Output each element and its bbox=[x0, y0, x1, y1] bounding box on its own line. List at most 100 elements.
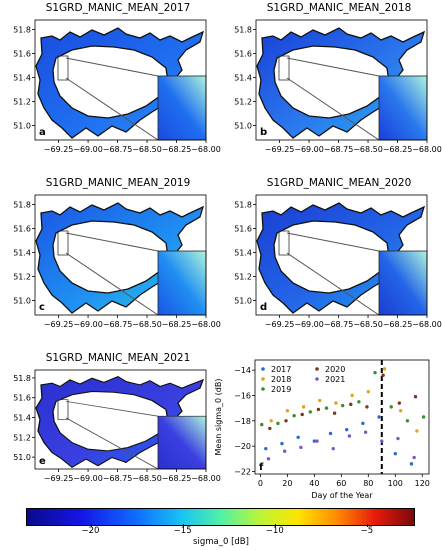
panel-title: S1GRD_MANIC_MEAN_2021 bbox=[45, 352, 191, 364]
inset-connector bbox=[65, 417, 159, 470]
data-point-2019 bbox=[276, 421, 280, 426]
axes-frame bbox=[34, 369, 207, 470]
map-panel-2017: S1GRD_MANIC_MEAN_2017 −69.25 −69.00 −68.75… bbox=[0, 0, 221, 175]
data-point-2017 bbox=[328, 431, 333, 436]
y-tick-label: 51.0 bbox=[234, 122, 252, 131]
x-tick-label: −69.25 bbox=[265, 320, 295, 329]
x-tick-label: −68.00 bbox=[191, 145, 221, 154]
scatter-panel: 0 20 40 60 80 100 120 −14 −16 −18 −20 −22 2017 2018 20… bbox=[211, 350, 442, 502]
y-tick-label: 51.0 bbox=[13, 297, 31, 306]
data-point-2021 bbox=[347, 434, 352, 438]
inset-connector bbox=[286, 57, 380, 77]
y-tick-label: 51.8 bbox=[13, 374, 31, 383]
data-point-2018 bbox=[415, 429, 419, 433]
data-point-2019 bbox=[389, 405, 393, 409]
data-point-2017 bbox=[409, 462, 414, 466]
x-tick-label: −68.25 bbox=[162, 474, 192, 483]
map-content: −69.25 −69.00 −68.75 −68.50 −68.25 −68.00 51.8… bbox=[234, 19, 442, 154]
data-point-2019 bbox=[357, 400, 361, 404]
x-tick-label: −69.25 bbox=[44, 145, 74, 154]
x-tick-label: 100 bbox=[388, 479, 403, 488]
y-tick-label: 51.8 bbox=[13, 201, 31, 210]
zoom-region bbox=[278, 230, 290, 256]
lake-reservoir bbox=[35, 27, 205, 139]
map-panel-2020: S1GRD_MANIC_MEAN_2020 −69.25 −69.00 −68.75… bbox=[221, 175, 442, 350]
y-tick-label: 51.6 bbox=[13, 225, 31, 234]
inset-connector bbox=[65, 400, 159, 417]
panel-title: S1GRD_MANIC_MEAN_2017 bbox=[45, 2, 191, 14]
data-point-2021 bbox=[380, 439, 384, 443]
x-tick-label: −69.25 bbox=[44, 320, 74, 329]
colorbar-tick-label: −10 bbox=[265, 526, 284, 536]
colorbar-tick-mark bbox=[274, 524, 276, 527]
data-point-2019 bbox=[405, 419, 410, 423]
inset-map bbox=[157, 415, 207, 470]
zoom-region bbox=[57, 230, 69, 256]
panel-letter: f bbox=[259, 462, 264, 473]
zoom-region bbox=[57, 55, 69, 81]
data-point-2017 bbox=[345, 427, 349, 432]
y-tick-label: −14 bbox=[234, 366, 251, 375]
legend-marker-2019 bbox=[261, 387, 265, 391]
y-tick-label: 51.8 bbox=[234, 26, 252, 35]
data-point-2020 bbox=[413, 395, 418, 399]
x-tick-label: −69.00 bbox=[294, 320, 324, 329]
data-point-2020 bbox=[316, 407, 321, 412]
inset-connector bbox=[65, 232, 159, 252]
y-tick-label: 51.2 bbox=[13, 273, 31, 282]
legend-label: 2018 bbox=[271, 375, 291, 384]
lake-reservoir bbox=[256, 27, 426, 139]
y-tick-label: 51.0 bbox=[13, 453, 31, 462]
axes-frame bbox=[34, 194, 207, 316]
x-tick-label: 60 bbox=[336, 479, 346, 488]
lake-reservoir bbox=[256, 202, 426, 314]
data-point-2019 bbox=[292, 414, 296, 418]
data-point-2021 bbox=[315, 439, 319, 443]
inset-connector bbox=[286, 232, 380, 252]
y-tick-label: 51.8 bbox=[13, 26, 31, 35]
lake-map: −69.25 −69.00 −68.75 −68.50 −68.25 −68.00 51.8… bbox=[13, 19, 221, 154]
map-panel-2018: S1GRD_MANIC_MEAN_2018 −69.25 −69.00 −68.75… bbox=[221, 0, 442, 175]
y-tick-label: 51.0 bbox=[234, 297, 252, 306]
data-point-2018 bbox=[301, 405, 306, 409]
zoom-region bbox=[57, 399, 69, 420]
data-point-2021 bbox=[363, 430, 368, 434]
y-tick-label: 51.2 bbox=[13, 433, 31, 442]
y-tick-label: 51.2 bbox=[13, 98, 31, 107]
data-point-2018 bbox=[285, 408, 290, 413]
panel-title: S1GRD_MANIC_MEAN_2020 bbox=[266, 177, 412, 189]
y-tick-label: 51.6 bbox=[234, 50, 252, 59]
data-point-2020 bbox=[332, 411, 337, 415]
y-tick-label: 51.6 bbox=[234, 225, 252, 234]
data-point-2017 bbox=[312, 439, 317, 443]
data-point-2020 bbox=[381, 373, 385, 377]
x-tick-label: −68.75 bbox=[324, 145, 354, 154]
x-tick-label: −68.50 bbox=[132, 320, 162, 329]
inset-map bbox=[378, 250, 428, 316]
x-tick-label: −69.25 bbox=[44, 474, 74, 483]
lake-map: −69.25 −69.00 −68.75 −68.50 −68.25 −68.00 51.8… bbox=[13, 194, 221, 329]
inset-map bbox=[157, 75, 207, 141]
data-point-2020 bbox=[365, 405, 369, 409]
inset-connector bbox=[286, 77, 380, 141]
map-panel-2021: S1GRD_MANIC_MEAN_2021 −69.25 −69.00 −68.75… bbox=[0, 350, 221, 502]
y-tick-label: 51.4 bbox=[234, 74, 252, 83]
data-point-2021 bbox=[282, 449, 287, 453]
y-tick-label: 51.8 bbox=[234, 201, 252, 210]
x-tick-label: −69.00 bbox=[73, 474, 103, 483]
data-point-2018 bbox=[366, 389, 371, 394]
plot-frame bbox=[254, 359, 430, 475]
data-point-2021 bbox=[331, 446, 335, 451]
data-point-2017 bbox=[264, 446, 268, 451]
y-tick-label: 51.6 bbox=[13, 50, 31, 59]
x-tick-label: −68.50 bbox=[132, 145, 162, 154]
y-tick-label: 51.4 bbox=[234, 249, 252, 258]
panel-title: S1GRD_MANIC_MEAN_2019 bbox=[45, 177, 191, 189]
data-point-2017 bbox=[296, 435, 300, 439]
y-tick-label: 51.2 bbox=[234, 98, 252, 107]
map-content: −69.25 −69.00 −68.75 −68.50 −68.25 −68.00 51.8… bbox=[234, 194, 442, 329]
data-point-2020 bbox=[268, 426, 272, 431]
data-point-2017 bbox=[361, 421, 365, 426]
y-tick-label: −18 bbox=[234, 417, 251, 426]
y-tick-label: 51.0 bbox=[13, 122, 31, 131]
